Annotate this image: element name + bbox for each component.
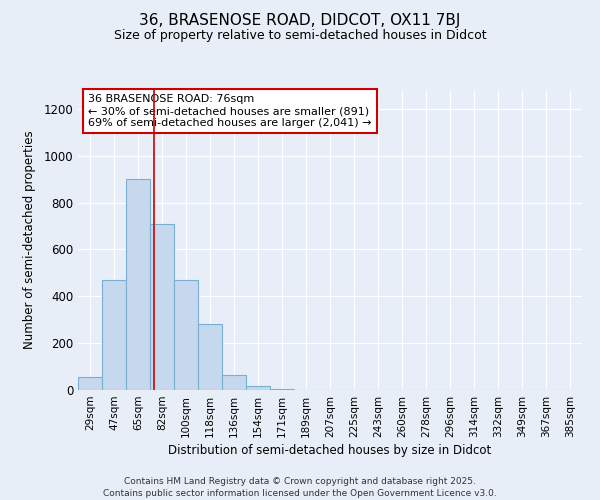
Text: Contains HM Land Registry data © Crown copyright and database right 2025.
Contai: Contains HM Land Registry data © Crown c… [103,476,497,498]
Y-axis label: Number of semi-detached properties: Number of semi-detached properties [23,130,37,350]
Bar [150,224,174,390]
Bar [270,389,294,390]
Bar [174,280,198,390]
Bar [198,324,222,390]
Text: 36 BRASENOSE ROAD: 76sqm
← 30% of semi-detached houses are smaller (891)
69% of : 36 BRASENOSE ROAD: 76sqm ← 30% of semi-d… [88,94,371,128]
Bar [222,375,246,390]
Bar [246,386,270,390]
Bar [78,377,102,390]
X-axis label: Distribution of semi-detached houses by size in Didcot: Distribution of semi-detached houses by … [169,444,491,457]
Text: 36, BRASENOSE ROAD, DIDCOT, OX11 7BJ: 36, BRASENOSE ROAD, DIDCOT, OX11 7BJ [139,12,461,28]
Text: Size of property relative to semi-detached houses in Didcot: Size of property relative to semi-detach… [113,29,487,42]
Bar [102,280,126,390]
Bar [126,179,150,390]
